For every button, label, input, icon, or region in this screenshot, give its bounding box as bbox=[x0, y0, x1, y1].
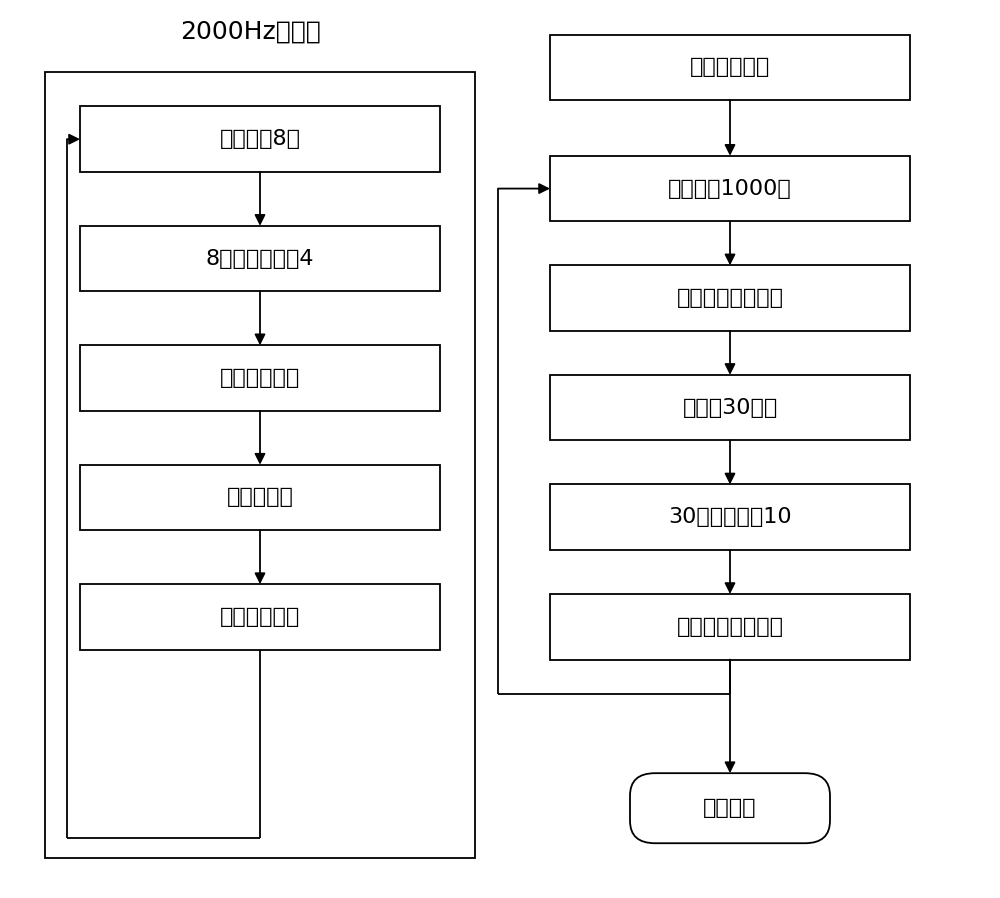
FancyBboxPatch shape bbox=[630, 773, 830, 843]
FancyBboxPatch shape bbox=[80, 107, 440, 172]
Text: 数据采集8次: 数据采集8次 bbox=[220, 129, 300, 149]
FancyBboxPatch shape bbox=[550, 266, 910, 330]
Text: 信号采集指令: 信号采集指令 bbox=[690, 57, 770, 77]
Text: 平均后归一化处理: 平均后归一化处理 bbox=[676, 617, 784, 637]
Text: 累加求和为一个数: 累加求和为一个数 bbox=[676, 288, 784, 308]
Text: 二阶低通滤波: 二阶低通滤波 bbox=[220, 368, 300, 388]
FancyBboxPatch shape bbox=[550, 375, 910, 440]
FancyBboxPatch shape bbox=[80, 346, 440, 411]
Text: 2000Hz定时器: 2000Hz定时器 bbox=[180, 20, 320, 43]
FancyBboxPatch shape bbox=[550, 485, 910, 550]
Text: 连续采集1000次: 连续采集1000次 bbox=[668, 179, 792, 198]
Text: 数字陷波器: 数字陷波器 bbox=[227, 488, 293, 507]
FancyBboxPatch shape bbox=[80, 465, 440, 530]
Text: 数字滞后环节: 数字滞后环节 bbox=[220, 607, 300, 627]
Text: 8次数据排序取4: 8次数据排序取4 bbox=[206, 249, 314, 269]
Text: 共采集30个数: 共采集30个数 bbox=[682, 398, 778, 418]
Text: 30个数排序取10: 30个数排序取10 bbox=[668, 507, 792, 527]
FancyBboxPatch shape bbox=[550, 156, 910, 222]
FancyBboxPatch shape bbox=[550, 34, 910, 100]
Bar bbox=[45, 72, 475, 858]
FancyBboxPatch shape bbox=[80, 226, 440, 291]
FancyBboxPatch shape bbox=[80, 585, 440, 650]
Text: 测量算法: 测量算法 bbox=[703, 798, 757, 818]
FancyBboxPatch shape bbox=[550, 594, 910, 659]
